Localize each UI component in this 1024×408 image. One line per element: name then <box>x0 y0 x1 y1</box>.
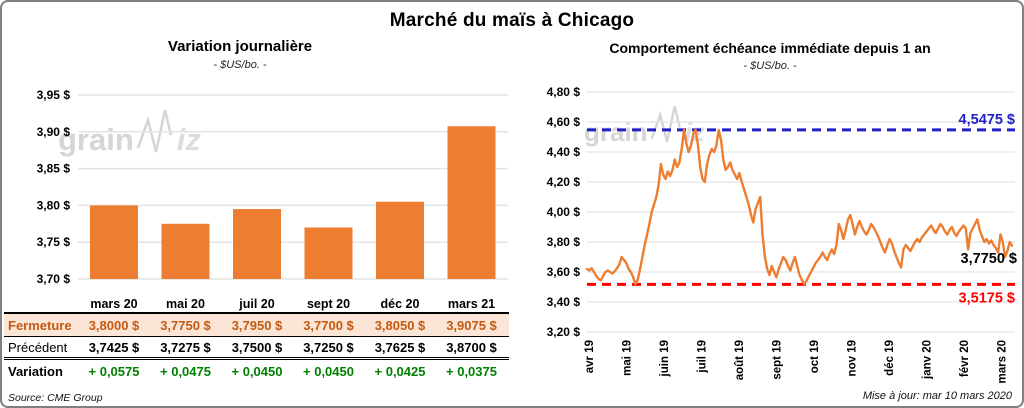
min-value-label: 3,5175 $ <box>959 290 1015 306</box>
zigzag-w-icon <box>136 109 173 153</box>
y-tick-label: 3,20 $ <box>547 325 581 339</box>
bar <box>304 227 353 279</box>
line-chart-title: Comportement échéance immédiate depuis 1… <box>609 40 931 56</box>
row-label-fermeture: Fermeture <box>8 317 72 333</box>
y-tick-label: 3,90 $ <box>37 125 71 139</box>
bar-chart-subtitle: - $US/bo. - <box>213 59 267 71</box>
column-header: déc 20 <box>380 297 420 311</box>
price-line <box>585 128 1014 286</box>
column-header: mars 20 <box>90 297 138 311</box>
x-tick-label: mars 20 <box>997 340 1009 383</box>
fermeture-value: 3,8000 $ <box>88 317 140 333</box>
bar-chart-title: Variation journalière <box>167 38 313 55</box>
variation-value: + 0,0425 <box>374 364 426 379</box>
watermark-text: iz <box>176 122 201 157</box>
bar <box>90 205 138 279</box>
variation-value: + 0,0450 <box>231 364 283 379</box>
row-label-variation: Variation <box>8 364 63 379</box>
precedent-value: 3,7625 $ <box>374 339 426 355</box>
fermeture-value: 3,8050 $ <box>374 317 426 333</box>
precedent-value: 3,7250 $ <box>303 339 354 355</box>
table-row-variation: Variation + 0,0575 + 0,0475 + 0,0450 + 0,045… <box>4 360 509 383</box>
front-month-line-chart: 4,80 $ 4,60 $ 4,40 $ 4,20 $ 4,00 $ 3,80 $ 3,60… <box>547 85 1017 383</box>
bar <box>376 201 424 279</box>
x-tick-label: nov 19 <box>847 340 859 376</box>
fermeture-value: 3,7950 $ <box>231 317 283 333</box>
fermeture-value: 3,9075 $ <box>446 317 497 333</box>
x-tick-label: févr 20 <box>959 340 971 377</box>
y-tick-label: 4,80 $ <box>547 85 581 99</box>
x-tick-label: août 19 <box>734 340 746 380</box>
last-value-label: 3,7750 $ <box>961 251 1017 267</box>
table-header-row: mars 20 mai 20 juil 20 sept 20 déc 20 mars 21 <box>4 296 509 314</box>
fermeture-value: 3,7750 $ <box>160 317 211 333</box>
y-tick-label: 4,20 $ <box>547 175 581 189</box>
x-tick-label: déc 19 <box>884 340 896 376</box>
y-tick-label: 4,40 $ <box>547 145 581 159</box>
y-tick-label: 3,85 $ <box>37 162 71 176</box>
update-note: Mise à jour: mar 10 mars 2020 <box>862 390 1012 402</box>
y-tick-label: 4,00 $ <box>547 205 581 219</box>
precedent-value: 3,8700 $ <box>446 339 497 355</box>
x-tick-label: avr 19 <box>584 340 596 373</box>
x-tick-label: mai 19 <box>622 340 634 376</box>
precedent-value: 3,7275 $ <box>160 339 211 355</box>
variation-value: + 0,0575 <box>88 364 140 379</box>
variation-value: + 0,0375 <box>446 364 497 379</box>
y-tick-label: 3,80 $ <box>37 198 71 212</box>
zigzag-w-icon <box>650 106 681 143</box>
y-tick-label: 3,70 $ <box>37 272 71 286</box>
y-tick-label: 3,75 $ <box>37 235 71 249</box>
column-header: mars 21 <box>447 297 496 311</box>
column-header: mai 20 <box>166 297 205 311</box>
line-chart-subtitle: - $US/bo. - <box>743 60 797 72</box>
column-header: juil 20 <box>239 297 275 311</box>
row-label-precedent: Précédent <box>8 339 68 355</box>
y-tick-label: 3,95 $ <box>37 88 71 102</box>
fermeture-value: 3,7700 $ <box>303 317 354 333</box>
y-tick-label: 3,60 $ <box>547 265 581 279</box>
table-row-fermeture: Fermeture 3,8000 $ 3,7750 $ 3,7950 $ 3,7700 … <box>4 314 509 337</box>
grainwiz-watermark: grain iz <box>58 108 201 155</box>
bar <box>161 223 210 279</box>
x-tick-label: juin 19 <box>659 340 671 377</box>
x-tick-label: sept 19 <box>772 340 784 380</box>
variation-value: + 0,0475 <box>160 364 211 379</box>
bar <box>447 126 496 279</box>
variation-value: + 0,0450 <box>303 364 354 379</box>
max-value-label: 4,5475 $ <box>959 112 1015 128</box>
watermark-text: grain <box>584 117 648 147</box>
y-tick-label: 3,40 $ <box>547 295 581 309</box>
precedent-value: 3,7500 $ <box>231 339 283 355</box>
y-tick-label: 4,60 $ <box>547 115 581 129</box>
bar <box>233 209 281 279</box>
page-title: Marché du maïs à Chicago <box>389 10 635 31</box>
x-tick-label: oct 19 <box>809 340 821 373</box>
price-table: mars 20 mai 20 juil 20 sept 20 déc 20 mars 21… <box>4 296 509 383</box>
x-tick-label: janv 20 <box>922 340 934 380</box>
watermark-text: grain <box>58 122 134 157</box>
source-note: Source: CME Group <box>8 392 103 404</box>
x-tick-label: juil 19 <box>697 340 709 374</box>
y-tick-label: 3,80 $ <box>547 235 581 249</box>
precedent-value: 3,7425 $ <box>88 339 140 355</box>
daily-variation-bar-chart: 3,95 $ 3,90 $ 3,85 $ 3,80 $ 3,75 $ 3,70 $ <box>37 88 508 286</box>
table-row-precedent: Précédent 3,7425 $ 3,7275 $ 3,7500 $ 3,7250 … <box>4 337 509 360</box>
column-header: sept 20 <box>306 297 351 311</box>
